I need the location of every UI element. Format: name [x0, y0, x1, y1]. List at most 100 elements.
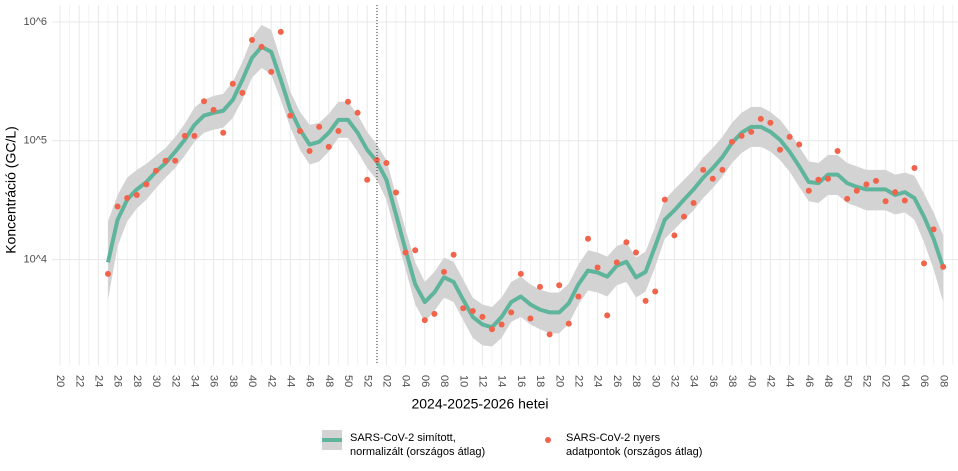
- data-point: [709, 175, 716, 182]
- confidence-band: [108, 24, 944, 347]
- data-point: [345, 98, 351, 105]
- x-tick-label: 10: [457, 375, 469, 387]
- x-tick-label: 52: [361, 375, 373, 387]
- x-tick-label: 04: [400, 375, 412, 387]
- y-tick-label: 10^4: [23, 254, 47, 266]
- data-point: [700, 166, 707, 173]
- data-point: [172, 157, 179, 164]
- legend-label: SARS-CoV-2 nyers adatpontok (országos át…: [566, 432, 703, 458]
- x-tick-label: 34: [188, 375, 200, 387]
- data-point: [277, 28, 284, 35]
- data-point: [124, 195, 131, 202]
- data-point: [853, 187, 860, 194]
- data-point: [940, 263, 947, 270]
- x-tick-label: 02: [880, 375, 892, 387]
- data-point: [738, 132, 745, 139]
- data-point: [354, 109, 361, 116]
- x-tick-label: 02: [380, 375, 392, 387]
- data-point: [671, 232, 678, 239]
- data-point: [441, 268, 447, 275]
- data-point: [815, 176, 822, 183]
- data-point: [450, 251, 457, 258]
- data-point: [517, 270, 524, 277]
- x-tick-label: 48: [323, 375, 335, 387]
- x-tick-label: 14: [496, 375, 508, 387]
- x-tick-label: 22: [572, 375, 584, 387]
- data-point: [498, 321, 505, 328]
- data-point: [133, 192, 140, 199]
- data-point: [642, 297, 649, 304]
- data-point: [527, 315, 534, 322]
- data-point: [681, 213, 687, 220]
- data-point: [844, 195, 851, 202]
- x-tick-label: 34: [688, 375, 700, 387]
- x-tick-label: 38: [726, 375, 738, 387]
- x-tick-label: 22: [73, 375, 85, 387]
- data-point: [421, 317, 428, 324]
- data-point: [921, 260, 927, 267]
- data-point: [873, 177, 879, 184]
- data-point: [114, 203, 121, 210]
- data-point: [633, 249, 639, 256]
- x-tick-label: 44: [284, 375, 296, 387]
- data-point: [143, 181, 150, 188]
- data-point: [153, 167, 159, 174]
- x-tick-label: 48: [822, 375, 834, 387]
- data-point: [479, 313, 486, 320]
- x-tick-label: 42: [764, 375, 776, 387]
- data-point: [546, 331, 553, 338]
- data-point: [604, 312, 611, 319]
- data-point: [757, 115, 764, 122]
- x-tick-label: 08: [937, 375, 949, 387]
- data-point: [892, 189, 899, 196]
- data-point: [306, 148, 313, 155]
- x-tick-label: 40: [745, 375, 757, 387]
- data-point: [412, 247, 419, 254]
- x-tick-label: 30: [649, 375, 661, 387]
- data-point: [201, 98, 207, 105]
- data-point: [508, 309, 515, 316]
- data-point: [911, 165, 918, 172]
- data-point: [585, 235, 591, 242]
- data-point: [690, 199, 697, 206]
- data-point: [537, 283, 543, 290]
- data-point: [469, 308, 476, 315]
- x-tick-label: 32: [169, 375, 181, 387]
- data-point: [767, 119, 774, 126]
- legend-label: SARS-CoV-2 simított, normalizált (ország…: [350, 432, 486, 458]
- data-point: [229, 80, 236, 87]
- x-tick-label: 12: [476, 375, 488, 387]
- data-point: [162, 157, 169, 164]
- data-point: [825, 175, 831, 182]
- y-tick-label: 10^5: [23, 135, 47, 147]
- x-tick-label: 24: [592, 375, 604, 387]
- data-point: [930, 226, 937, 233]
- data-point: [834, 148, 841, 155]
- data-point: [796, 141, 803, 148]
- data-point: [863, 181, 870, 188]
- data-point: [287, 112, 294, 119]
- x-tick-label: 44: [784, 375, 796, 387]
- data-point: [335, 127, 342, 134]
- x-tick-label: 46: [803, 375, 815, 387]
- data-point: [460, 305, 467, 312]
- data-point: [575, 293, 582, 300]
- legend-key-point: [545, 437, 551, 443]
- x-tick-label: 24: [92, 375, 104, 387]
- data-point: [316, 123, 323, 130]
- data-point: [556, 282, 563, 289]
- x-tick-label: 36: [707, 375, 719, 387]
- data-point: [748, 128, 755, 135]
- data-point: [882, 198, 889, 205]
- data-point: [364, 176, 371, 183]
- data-point: [373, 156, 380, 163]
- y-axis-title: Koncentráció (GC/L): [3, 126, 19, 254]
- data-point: [431, 310, 438, 317]
- x-tick-label: 32: [668, 375, 680, 387]
- x-tick-label: 16: [515, 375, 527, 387]
- data-point: [258, 43, 265, 50]
- data-point: [239, 89, 246, 96]
- data-point: [220, 129, 227, 136]
